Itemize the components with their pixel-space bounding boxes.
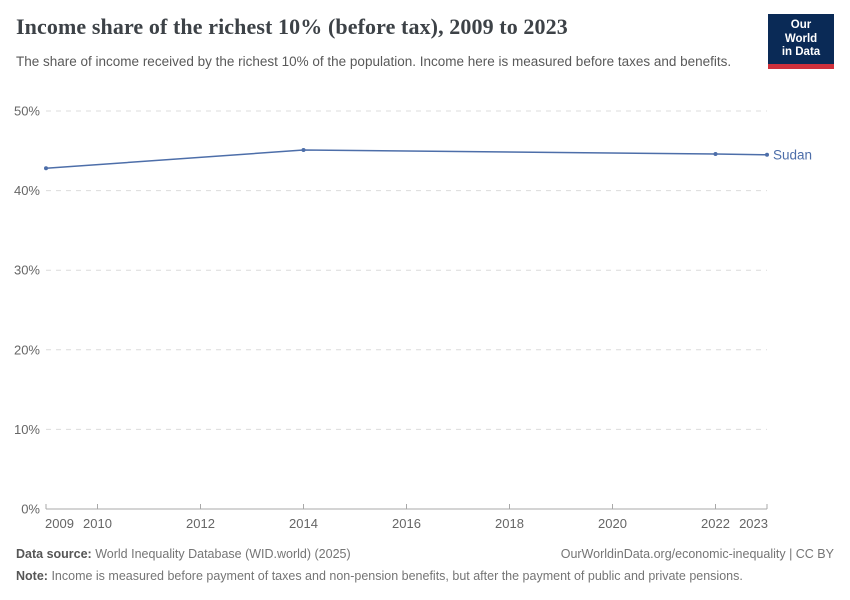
owid-logo-line2: in Data: [781, 46, 821, 58]
owid-logo[interactable]: Our World in Data: [768, 14, 834, 69]
chart-subtitle: The share of income received by the rich…: [16, 54, 732, 69]
y-tick-label: 0%: [21, 502, 40, 517]
y-tick-label: 20%: [14, 342, 40, 357]
data-line[interactable]: [45, 149, 768, 170]
data-point[interactable]: [301, 148, 306, 153]
x-tick-label: 2023: [739, 516, 768, 531]
page-title: Income share of the richest 10% (before …: [16, 14, 568, 39]
series-label[interactable]: Sudan: [773, 147, 812, 162]
data-point[interactable]: [713, 151, 718, 156]
y-tick-label: 40%: [14, 183, 40, 198]
y-tick-label: 30%: [14, 263, 40, 278]
data-source-label: Data source:: [16, 547, 92, 561]
data-source-value: World Inequality Database (WID.world) (2…: [95, 547, 351, 561]
y-tick-label: 10%: [14, 422, 40, 437]
data-source: Data source: World Inequality Database (…: [16, 546, 351, 563]
footer-link[interactable]: OurWorldinData.org/economic-inequality |…: [560, 547, 834, 561]
chart-footer: Data source: World Inequality Database (…: [16, 546, 834, 585]
x-tick-label: 2016: [392, 516, 421, 531]
data-point[interactable]: [765, 152, 769, 157]
footer-note-label: Note:: [16, 568, 48, 583]
footer-note-text: Income is measured before payment of tax…: [51, 568, 743, 583]
x-tick-label: 2009: [45, 516, 74, 531]
x-tick-label: 2018: [495, 516, 524, 531]
footer-note: Note: Income is measured before payment …: [16, 568, 834, 585]
x-tick-label: 2012: [186, 516, 215, 531]
x-tick-label: 2022: [701, 516, 730, 531]
x-tick-label: 2010: [83, 516, 112, 531]
data-point[interactable]: [44, 166, 48, 171]
x-tick-label: 2014: [289, 516, 318, 531]
line-chart[interactable]: 0% 10% 20% 30% 40% 50% 2009 2010 2012 2014 2016 201…: [0, 0, 850, 540]
x-tick-label: 2020: [598, 516, 627, 531]
y-tick-label: 50%: [14, 104, 40, 119]
owid-logo-line1: Our World: [784, 19, 818, 45]
